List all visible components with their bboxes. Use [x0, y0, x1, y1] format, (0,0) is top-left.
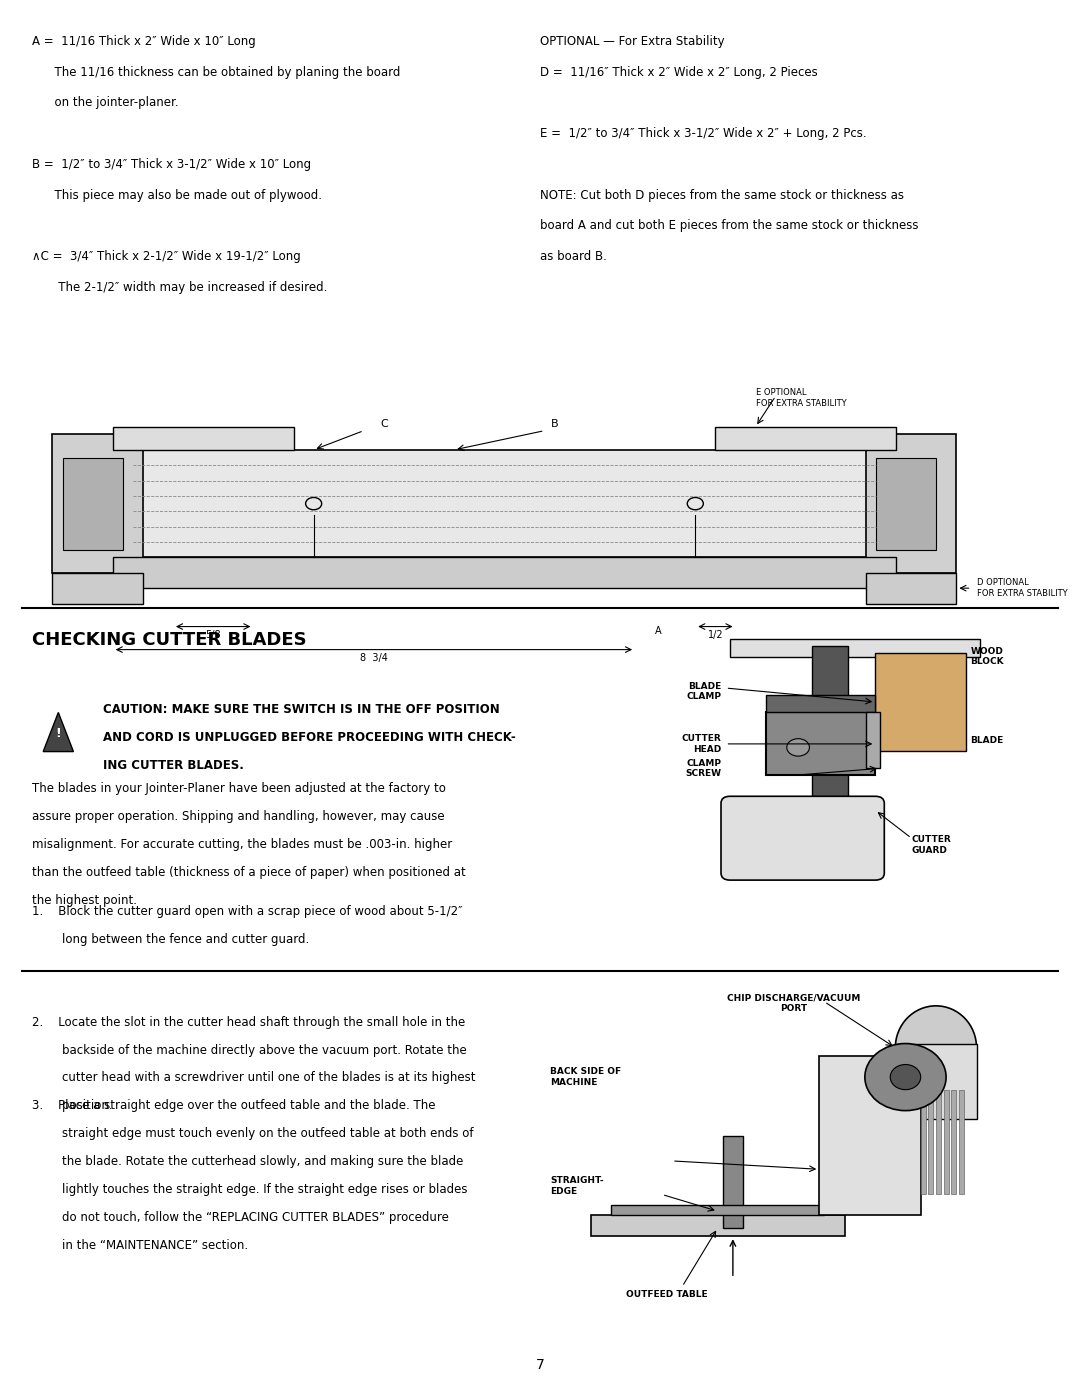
- Text: straight edge must touch evenly on the outfeed table at both ends of: straight edge must touch evenly on the o…: [32, 1127, 474, 1140]
- Text: the blade. Rotate the cutterhead slowly, and making sure the blade: the blade. Rotate the cutterhead slowly,…: [32, 1155, 463, 1168]
- FancyBboxPatch shape: [611, 1204, 824, 1215]
- FancyBboxPatch shape: [959, 1090, 963, 1194]
- Text: CUTTER
HEAD: CUTTER HEAD: [681, 735, 721, 753]
- FancyBboxPatch shape: [63, 458, 123, 549]
- FancyBboxPatch shape: [767, 712, 875, 775]
- Text: the highest point.: the highest point.: [32, 894, 137, 907]
- Text: position.: position.: [32, 1099, 113, 1112]
- Text: C: C: [380, 419, 388, 429]
- Text: lightly touches the straight edge. If the straight edge rises or blades: lightly touches the straight edge. If th…: [32, 1183, 468, 1196]
- Text: CUTTER
GUARD: CUTTER GUARD: [912, 835, 951, 855]
- FancyBboxPatch shape: [767, 694, 875, 712]
- Text: D OPTIONAL
FOR EXTRA STABILITY: D OPTIONAL FOR EXTRA STABILITY: [976, 578, 1067, 598]
- Text: 1/2: 1/2: [707, 630, 724, 640]
- Text: A =  11/16 Thick x 2″ Wide x 10″ Long: A = 11/16 Thick x 2″ Wide x 10″ Long: [32, 35, 256, 47]
- Text: B: B: [551, 419, 558, 429]
- FancyBboxPatch shape: [112, 557, 896, 588]
- Text: board A and cut both E pieces from the same stock or thickness: board A and cut both E pieces from the s…: [540, 219, 918, 232]
- FancyBboxPatch shape: [112, 427, 294, 450]
- Text: STRAIGHT-
EDGE: STRAIGHT- EDGE: [550, 1176, 604, 1196]
- Text: A: A: [656, 626, 662, 636]
- FancyBboxPatch shape: [715, 427, 896, 450]
- Text: NOTE: Cut both D pieces from the same stock or thickness as: NOTE: Cut both D pieces from the same st…: [540, 189, 904, 201]
- Text: assure proper operation. Shipping and handling, however, may cause: assure proper operation. Shipping and ha…: [32, 810, 445, 823]
- FancyBboxPatch shape: [866, 573, 957, 604]
- Circle shape: [890, 1065, 920, 1090]
- FancyBboxPatch shape: [951, 1090, 956, 1194]
- Text: in the “MAINTENANCE” section.: in the “MAINTENANCE” section.: [32, 1239, 248, 1252]
- FancyBboxPatch shape: [812, 645, 848, 838]
- Text: B =  1/2″ to 3/4″ Thick x 3-1/2″ Wide x 10″ Long: B = 1/2″ to 3/4″ Thick x 3-1/2″ Wide x 1…: [32, 158, 311, 170]
- Text: !: !: [55, 728, 62, 740]
- Text: E OPTIONAL
FOR EXTRA STABILITY: E OPTIONAL FOR EXTRA STABILITY: [756, 388, 847, 408]
- FancyBboxPatch shape: [936, 1090, 941, 1194]
- Text: backside of the machine directly above the vacuum port. Rotate the: backside of the machine directly above t…: [32, 1044, 468, 1056]
- Text: as board B.: as board B.: [540, 250, 607, 263]
- FancyBboxPatch shape: [112, 450, 896, 557]
- FancyBboxPatch shape: [721, 796, 885, 880]
- Circle shape: [786, 739, 810, 756]
- Text: ∧C =  3/4″ Thick x 2-1/2″ Wide x 19-1/2″ Long: ∧C = 3/4″ Thick x 2-1/2″ Wide x 19-1/2″ …: [32, 250, 301, 263]
- FancyBboxPatch shape: [53, 573, 143, 604]
- Text: CHECKING CUTTER BLADES: CHECKING CUTTER BLADES: [32, 631, 307, 650]
- Text: than the outfeed table (thickness of a piece of paper) when positioned at: than the outfeed table (thickness of a p…: [32, 866, 467, 879]
- FancyBboxPatch shape: [866, 712, 880, 768]
- FancyBboxPatch shape: [53, 434, 143, 573]
- Text: long between the fence and cutter guard.: long between the fence and cutter guard.: [32, 933, 310, 946]
- Text: on the jointer-planer.: on the jointer-planer.: [32, 96, 179, 109]
- Text: 1.    Block the cutter guard open with a scrap piece of wood about 5-1/2″: 1. Block the cutter guard open with a sc…: [32, 905, 463, 918]
- Text: D =  11/16″ Thick x 2″ Wide x 2″ Long, 2 Pieces: D = 11/16″ Thick x 2″ Wide x 2″ Long, 2 …: [540, 66, 818, 78]
- FancyBboxPatch shape: [895, 1044, 976, 1119]
- Text: do not touch, follow the “REPLACING CUTTER BLADES” procedure: do not touch, follow the “REPLACING CUTT…: [32, 1211, 449, 1224]
- Text: This piece may also be made out of plywood.: This piece may also be made out of plywo…: [32, 189, 323, 201]
- Text: E =  1/2″ to 3/4″ Thick x 3-1/2″ Wide x 2″ + Long, 2 Pcs.: E = 1/2″ to 3/4″ Thick x 3-1/2″ Wide x 2…: [540, 127, 866, 140]
- Text: 7: 7: [536, 1358, 544, 1372]
- Text: BLADE
CLAMP: BLADE CLAMP: [686, 682, 721, 701]
- FancyBboxPatch shape: [730, 640, 980, 657]
- Text: BACK SIDE OF
MACHINE: BACK SIDE OF MACHINE: [550, 1067, 621, 1087]
- Text: CLAMP
SCREW: CLAMP SCREW: [685, 759, 721, 778]
- Text: 3.    Place a straight edge over the outfeed table and the blade. The: 3. Place a straight edge over the outfee…: [32, 1099, 436, 1112]
- Text: ING CUTTER BLADES.: ING CUTTER BLADES.: [103, 759, 243, 771]
- Ellipse shape: [895, 1006, 976, 1090]
- FancyBboxPatch shape: [723, 1136, 743, 1228]
- FancyBboxPatch shape: [820, 1056, 920, 1215]
- Text: The blades in your Jointer-Planer have been adjusted at the factory to: The blades in your Jointer-Planer have b…: [32, 782, 446, 795]
- Text: WOOD
BLOCK: WOOD BLOCK: [971, 647, 1004, 666]
- Text: CHIP DISCHARGE/VACUUM
PORT: CHIP DISCHARGE/VACUUM PORT: [727, 993, 861, 1013]
- Text: BLADE: BLADE: [971, 736, 1003, 745]
- Circle shape: [865, 1044, 946, 1111]
- Text: misalignment. For accurate cutting, the blades must be .003-in. higher: misalignment. For accurate cutting, the …: [32, 838, 453, 851]
- Text: 8  3/4: 8 3/4: [360, 654, 388, 664]
- Text: 5/8: 5/8: [205, 630, 221, 640]
- Text: The 2-1/2″ width may be increased if desired.: The 2-1/2″ width may be increased if des…: [32, 281, 327, 293]
- FancyBboxPatch shape: [866, 434, 957, 573]
- FancyBboxPatch shape: [876, 458, 936, 549]
- Text: 2.    Locate the slot in the cutter head shaft through the small hole in the: 2. Locate the slot in the cutter head sh…: [32, 1016, 465, 1028]
- Text: AND CORD IS UNPLUGGED BEFORE PROCEEDING WITH CHECK-: AND CORD IS UNPLUGGED BEFORE PROCEEDING …: [103, 731, 515, 743]
- Text: cutter head with a screwdriver until one of the blades is at its highest: cutter head with a screwdriver until one…: [32, 1071, 476, 1084]
- FancyBboxPatch shape: [929, 1090, 933, 1194]
- FancyBboxPatch shape: [920, 1090, 926, 1194]
- FancyBboxPatch shape: [944, 1090, 948, 1194]
- FancyBboxPatch shape: [875, 654, 966, 752]
- Text: CAUTION: MAKE SURE THE SWITCH IS IN THE OFF POSITION: CAUTION: MAKE SURE THE SWITCH IS IN THE …: [103, 703, 499, 715]
- Text: The 11/16 thickness can be obtained by planing the board: The 11/16 thickness can be obtained by p…: [32, 66, 401, 78]
- Polygon shape: [43, 712, 73, 752]
- FancyBboxPatch shape: [591, 1215, 845, 1236]
- Text: OUTFEED TABLE: OUTFEED TABLE: [626, 1291, 707, 1299]
- Text: OPTIONAL — For Extra Stability: OPTIONAL — For Extra Stability: [540, 35, 725, 47]
